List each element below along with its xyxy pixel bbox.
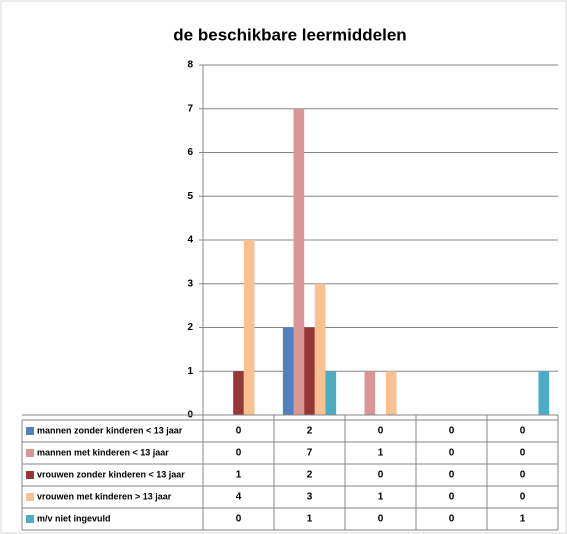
legend-label: mannen zonder kinderen < 13 jaar [37, 425, 183, 435]
legend-key [26, 449, 34, 457]
y-tick-label: 6 [187, 147, 193, 158]
bar [538, 371, 550, 415]
table-value: 0 [449, 514, 455, 525]
bar [314, 283, 326, 415]
y-tick-label: 2 [187, 322, 193, 333]
table-value: 0 [236, 448, 242, 459]
table-value: 0 [449, 470, 455, 481]
table-value: 2 [307, 426, 313, 437]
table-value: 0 [520, 426, 526, 437]
legend-key [26, 471, 34, 479]
legend-label: m/v niet ingevuld [37, 513, 111, 523]
y-tick-label: 5 [187, 191, 193, 202]
bar [325, 371, 337, 415]
table-value: 1 [236, 470, 242, 481]
y-tick-label: 7 [187, 103, 193, 114]
legend-key [26, 515, 34, 523]
bar [282, 327, 294, 415]
table-value: 0 [449, 492, 455, 503]
table-value: 7 [307, 448, 313, 459]
bar [364, 371, 376, 415]
y-tick-label: 4 [187, 235, 193, 246]
bar [385, 371, 397, 415]
table-value: 0 [378, 514, 384, 525]
table-value: 0 [520, 448, 526, 459]
table-value: 0 [449, 426, 455, 437]
y-tick-label: 1 [187, 366, 193, 377]
bar [293, 108, 305, 415]
table-value: 0 [236, 426, 242, 437]
table-value: 1 [307, 514, 313, 525]
table-value: 1 [378, 448, 384, 459]
chart-title: de beschikbare leermiddelen [173, 25, 406, 44]
table-value: 3 [307, 492, 313, 503]
table-value: 4 [236, 492, 242, 503]
table-value: 0 [520, 470, 526, 481]
table-value: 0 [378, 426, 384, 437]
table-value: 0 [520, 492, 526, 503]
legend-key [26, 493, 34, 501]
table-value: 0 [449, 448, 455, 459]
table-value: 2 [307, 470, 313, 481]
table-value: 0 [378, 470, 384, 481]
y-tick-label: 3 [187, 278, 193, 289]
legend-key [26, 427, 34, 435]
legend-label: vrouwen met kinderen > 13 jaar [37, 491, 172, 501]
legend-label: mannen met kinderen < 13 jaar [37, 447, 169, 457]
table-value: 0 [236, 514, 242, 525]
table-value: 1 [378, 492, 384, 503]
table-value: 1 [520, 514, 526, 525]
bar [243, 240, 255, 415]
y-tick-label: 8 [187, 60, 193, 71]
legend-label: vrouwen zonder kinderen < 13 jaar [37, 469, 185, 479]
bar [304, 327, 315, 415]
bar [233, 371, 244, 415]
